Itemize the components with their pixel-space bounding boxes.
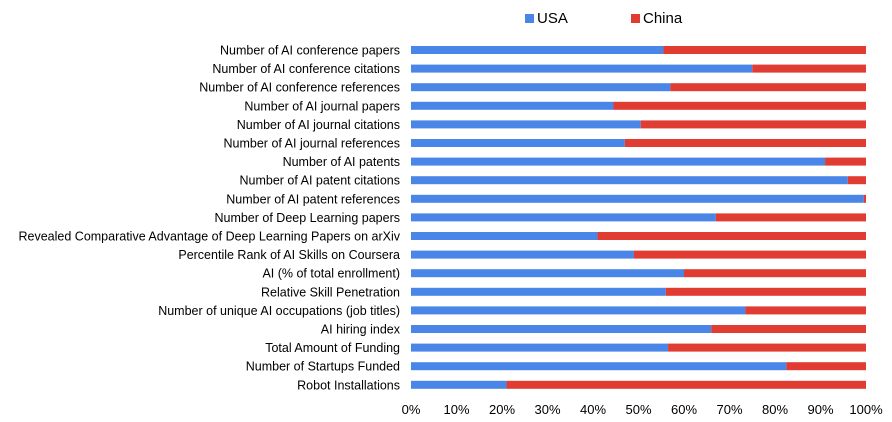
category-label: Number of Deep Learning papers — [214, 211, 400, 225]
x-tick-label: 80% — [762, 402, 788, 417]
bar-usa-segment — [411, 362, 787, 371]
category-label: Total Amount of Funding — [265, 341, 400, 355]
bar-china-segment — [825, 157, 866, 166]
bar-usa-segment — [411, 232, 598, 240]
legend-label-usa: USA — [537, 10, 568, 27]
bars — [411, 46, 866, 389]
category-label: Number of AI conference citations — [212, 62, 400, 76]
bar-usa-segment — [411, 213, 716, 222]
x-tick-label: 10% — [443, 402, 469, 417]
x-tick-label: 20% — [489, 402, 515, 417]
category-label: Number of Startups Funded — [246, 360, 400, 374]
bar-china-segment — [863, 194, 866, 203]
category-label: Relative Skill Penetration — [261, 285, 400, 299]
bar-usa-segment — [411, 287, 666, 296]
x-tick-label: 70% — [716, 402, 742, 417]
legend-swatch-china — [631, 14, 640, 23]
bar-china-segment — [597, 232, 866, 240]
x-tick-label: 60% — [671, 402, 697, 417]
bar-china-segment — [613, 101, 866, 110]
x-tick-label: 30% — [534, 402, 560, 417]
bar-usa-segment — [411, 176, 848, 185]
bar-china-segment — [624, 139, 866, 147]
category-label: Number of AI conference references — [199, 81, 400, 95]
bar-usa-segment — [411, 269, 684, 278]
bar-china-segment — [670, 83, 866, 92]
bar-china-segment — [684, 269, 866, 278]
bar-usa-segment — [411, 64, 753, 73]
category-label: Number of AI patent references — [226, 192, 400, 206]
bar-usa-segment — [411, 139, 625, 147]
category-label: Number of AI patent citations — [239, 174, 400, 188]
bar-china-segment — [745, 306, 866, 315]
category-label: AI (% of total enrollment) — [262, 267, 400, 281]
x-tick-label: 90% — [807, 402, 833, 417]
category-label: Robot Installations — [297, 378, 400, 392]
category-labels: Number of AI conference papers Number of … — [19, 44, 401, 393]
x-tick-label: 0% — [402, 402, 421, 417]
x-axis: 0% 10% 20% 30% 40% 50% 60% 70% 80% 90% 100% — [402, 402, 883, 417]
x-tick-label: 40% — [580, 402, 606, 417]
bar-china-segment — [711, 325, 866, 333]
bar-china-segment — [663, 46, 866, 54]
category-label: Revealed Comparative Advantage of Deep L… — [19, 230, 401, 244]
bar-usa-segment — [411, 380, 507, 389]
bar-usa-segment — [411, 83, 671, 92]
bar-usa-segment — [411, 343, 669, 352]
category-label: Number of AI journal citations — [237, 118, 400, 132]
bar-china-segment — [506, 380, 866, 389]
bar-usa-segment — [411, 306, 746, 315]
x-tick-label: 50% — [625, 402, 651, 417]
bar-usa-segment — [411, 120, 641, 129]
bar-usa-segment — [411, 194, 864, 203]
bar-china-segment — [752, 64, 866, 73]
bar-china-segment — [633, 250, 866, 259]
category-label: Number of AI journal papers — [244, 99, 400, 113]
category-label: Number of AI journal references — [224, 137, 400, 151]
bar-usa-segment — [411, 46, 664, 54]
bar-china-segment — [715, 213, 866, 222]
category-label: Percentile Rank of AI Skills on Coursera — [178, 248, 400, 262]
bar-usa-segment — [411, 101, 614, 110]
legend-swatch-usa — [525, 14, 534, 23]
bar-china-segment — [665, 287, 866, 296]
bar-china-segment — [847, 176, 866, 185]
legend-label-china: China — [643, 10, 683, 27]
category-label: AI hiring index — [321, 323, 401, 337]
bar-usa-segment — [411, 250, 634, 259]
legend: USA China — [525, 10, 683, 27]
bar-china-segment — [640, 120, 866, 129]
bar-usa-segment — [411, 325, 712, 333]
category-label: Number of AI conference papers — [220, 44, 400, 58]
bar-china-segment — [786, 362, 866, 371]
x-tick-label: 100% — [849, 402, 883, 417]
category-label: Number of AI patents — [283, 155, 400, 169]
bar-china-segment — [668, 343, 866, 352]
category-label: Number of unique AI occupations (job tit… — [158, 304, 400, 318]
bar-usa-segment — [411, 157, 826, 166]
